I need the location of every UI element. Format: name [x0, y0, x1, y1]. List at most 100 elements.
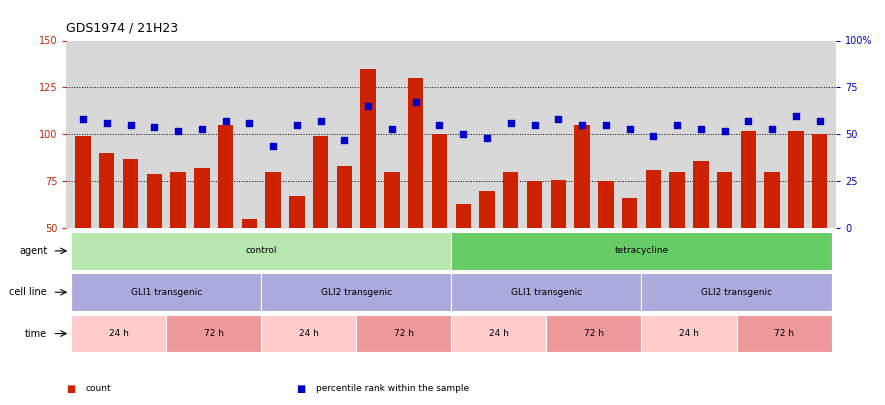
Bar — [598, 181, 613, 228]
Text: 24 h: 24 h — [299, 329, 319, 338]
Point — [480, 135, 494, 141]
Bar — [789, 131, 804, 228]
Bar — [71, 315, 166, 352]
Text: GDS1974 / 21H23: GDS1974 / 21H23 — [66, 21, 179, 34]
Text: percentile rank within the sample: percentile rank within the sample — [316, 384, 469, 393]
Bar — [123, 159, 138, 228]
Text: count: count — [86, 384, 112, 393]
Bar — [75, 136, 91, 228]
Point — [171, 128, 185, 134]
Bar — [812, 134, 827, 228]
Bar — [147, 174, 162, 228]
Bar — [357, 315, 451, 352]
Text: time: time — [25, 328, 47, 339]
Text: GLI1 transgenic: GLI1 transgenic — [511, 288, 582, 297]
Point — [742, 118, 756, 124]
Bar — [99, 153, 114, 228]
Point — [527, 122, 542, 128]
Bar — [717, 172, 733, 228]
Bar — [669, 172, 685, 228]
Bar — [360, 69, 376, 228]
Text: 72 h: 72 h — [584, 329, 604, 338]
Point — [219, 118, 233, 124]
Point — [551, 116, 566, 123]
Point — [100, 120, 114, 126]
Bar — [527, 181, 543, 228]
Bar — [456, 204, 471, 228]
Point — [504, 120, 518, 126]
Bar — [261, 273, 451, 311]
Point — [266, 143, 281, 149]
Point — [646, 133, 660, 140]
Point — [694, 126, 708, 132]
Bar — [546, 315, 642, 352]
Bar — [646, 170, 661, 228]
Point — [123, 122, 138, 128]
Bar — [736, 315, 832, 352]
Point — [599, 122, 613, 128]
Text: ■: ■ — [296, 384, 305, 394]
Point — [195, 126, 209, 132]
Bar — [451, 273, 642, 311]
Text: 72 h: 72 h — [204, 329, 224, 338]
Text: 24 h: 24 h — [109, 329, 128, 338]
Bar — [451, 232, 832, 270]
Bar — [451, 315, 546, 352]
Bar — [170, 172, 186, 228]
Bar — [261, 315, 357, 352]
Bar — [642, 315, 736, 352]
Text: control: control — [245, 246, 277, 256]
Text: 72 h: 72 h — [774, 329, 794, 338]
Point — [812, 118, 827, 124]
Text: GLI2 transgenic: GLI2 transgenic — [701, 288, 772, 297]
Point — [765, 126, 780, 132]
Point — [313, 118, 327, 124]
Bar — [384, 172, 400, 228]
Point — [670, 122, 684, 128]
Bar — [741, 131, 756, 228]
Text: agent: agent — [19, 246, 47, 256]
Point — [242, 120, 257, 126]
Point — [147, 124, 161, 130]
Bar — [765, 172, 780, 228]
Bar — [242, 219, 257, 228]
Point — [337, 137, 351, 143]
Bar — [313, 136, 328, 228]
Bar — [550, 179, 566, 228]
Bar — [622, 198, 637, 228]
Text: 72 h: 72 h — [394, 329, 414, 338]
Bar — [71, 273, 261, 311]
Point — [409, 99, 423, 106]
Point — [456, 131, 470, 138]
Bar — [218, 125, 234, 228]
Text: ■: ■ — [66, 384, 75, 394]
Text: tetracycline: tetracycline — [614, 246, 668, 256]
Bar — [574, 125, 589, 228]
Text: cell line: cell line — [10, 287, 47, 297]
Bar — [336, 166, 352, 228]
Bar — [432, 134, 447, 228]
Point — [575, 122, 589, 128]
Text: GLI2 transgenic: GLI2 transgenic — [320, 288, 392, 297]
Bar — [408, 78, 423, 228]
Text: 24 h: 24 h — [679, 329, 699, 338]
Point — [622, 126, 636, 132]
Bar — [166, 315, 261, 352]
Bar — [194, 168, 210, 228]
Point — [361, 103, 375, 109]
Point — [433, 122, 447, 128]
Point — [718, 128, 732, 134]
Point — [289, 122, 304, 128]
Bar — [289, 196, 304, 228]
Bar — [503, 172, 519, 228]
Bar — [71, 232, 451, 270]
Point — [76, 116, 90, 123]
Bar — [480, 191, 495, 228]
Bar — [266, 172, 281, 228]
Bar — [693, 161, 709, 228]
Point — [789, 113, 803, 119]
Point — [385, 126, 399, 132]
Text: GLI1 transgenic: GLI1 transgenic — [131, 288, 202, 297]
Bar — [642, 273, 832, 311]
Text: 24 h: 24 h — [489, 329, 509, 338]
